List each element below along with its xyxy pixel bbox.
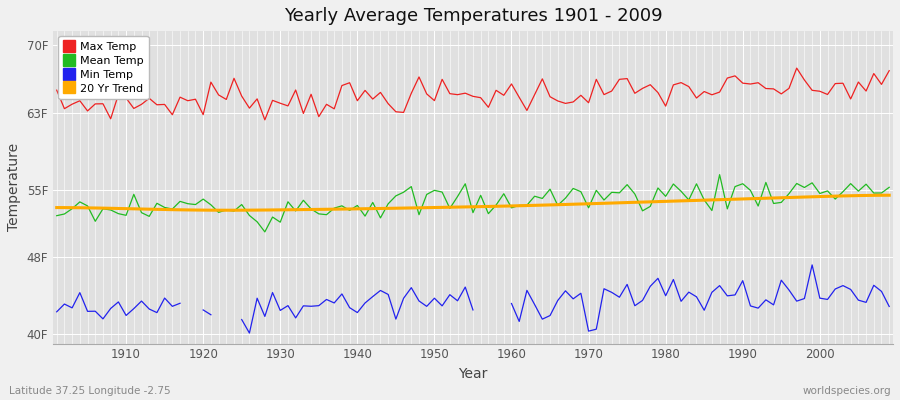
Title: Yearly Average Temperatures 1901 - 2009: Yearly Average Temperatures 1901 - 2009 (284, 7, 662, 25)
Y-axis label: Temperature: Temperature (7, 143, 21, 231)
X-axis label: Year: Year (458, 367, 488, 381)
Legend: Max Temp, Mean Temp, Min Temp, 20 Yr Trend: Max Temp, Mean Temp, Min Temp, 20 Yr Tre… (58, 36, 148, 99)
Text: worldspecies.org: worldspecies.org (803, 386, 891, 396)
Text: Latitude 37.25 Longitude -2.75: Latitude 37.25 Longitude -2.75 (9, 386, 171, 396)
